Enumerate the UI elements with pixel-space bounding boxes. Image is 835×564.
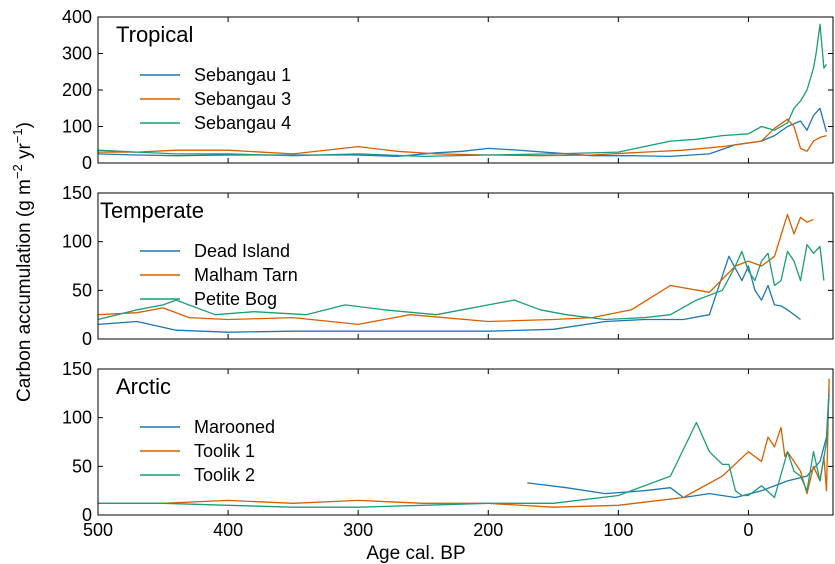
panel-title: Arctic <box>116 374 171 399</box>
series-line-sebangau-4 <box>98 23 828 158</box>
series-line-dead-island <box>98 255 801 333</box>
legend-label: Sebangau 1 <box>194 65 291 85</box>
y-axis-label: Carbon accumulation (g m−2 yr−1) <box>10 122 35 402</box>
series-line-petite-bog <box>98 243 825 321</box>
y-tick-label: 50 <box>72 456 92 476</box>
series-line-malham-tarn <box>98 213 814 326</box>
y-tick-label: 50 <box>72 280 92 300</box>
legend-label: Malham Tarn <box>194 265 298 285</box>
y-tick-label: 150 <box>62 359 92 379</box>
axes-frame <box>97 192 834 340</box>
y-tick-label: 0 <box>82 505 92 525</box>
panel-title: Tropical <box>116 22 193 47</box>
y-tick-label: 300 <box>62 44 92 64</box>
y-tick-label: 100 <box>62 232 92 252</box>
x-tick-label: 100 <box>603 520 633 540</box>
series-line-sebangau-3 <box>98 118 827 157</box>
x-tick-label: 0 <box>743 520 753 540</box>
axes-frame <box>97 368 834 516</box>
y-tick-label: 100 <box>62 408 92 428</box>
y-tick-label: 100 <box>62 117 92 137</box>
legend-label: Toolik 1 <box>194 441 255 461</box>
x-tick-label: 200 <box>473 520 503 540</box>
y-tick-label: 200 <box>62 80 92 100</box>
legend-label: Petite Bog <box>194 289 277 309</box>
legend-label: Toolik 2 <box>194 465 255 485</box>
series-line-toolik-2 <box>98 393 830 508</box>
legend-label: Sebangau 4 <box>194 113 291 133</box>
legend-label: Marooned <box>194 417 275 437</box>
y-tick-label: 150 <box>62 183 92 203</box>
panel-title: Temperate <box>100 198 204 223</box>
legend-label: Dead Island <box>194 241 290 261</box>
legend-label: Sebangau 3 <box>194 89 291 109</box>
panel-arctic: 0 50 100 150 500 400 300 200 100 0 Arctic Marooned T… <box>62 359 834 540</box>
series-line-marooned <box>527 388 830 499</box>
panel-temperate: 0 50 100 150 Temperate Dead Island Malham Tarn… <box>62 183 834 349</box>
series-line-toolik-1 <box>98 378 830 508</box>
y-tick-label: 400 <box>62 7 92 27</box>
y-tick-label: 0 <box>82 153 92 173</box>
x-tick-label: 500 <box>83 520 113 540</box>
x-axis-label: Age cal. BP <box>366 543 465 564</box>
x-tick-label: 400 <box>213 520 243 540</box>
x-tick-label: 300 <box>343 520 373 540</box>
y-tick-label: 0 <box>82 329 92 349</box>
